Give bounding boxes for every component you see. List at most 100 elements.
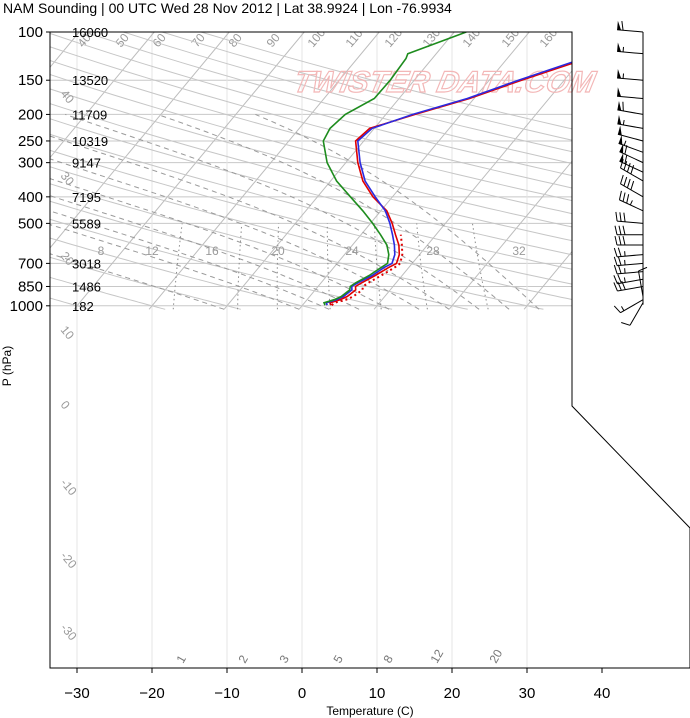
moist-adiabat-label: 20	[600, 445, 619, 464]
barb-feather	[620, 159, 624, 169]
mixing-ratio-line	[326, 223, 331, 310]
dry-adiabat	[50, 183, 544, 310]
barb-feather	[618, 225, 622, 235]
moist-adiabat	[50, 224, 300, 310]
temperature-axis: −30 −20 −10 0 10 20 30 40	[64, 668, 610, 702]
dry-adiabat	[50, 73, 572, 215]
isotherm	[448, 160, 572, 310]
barb-feather	[617, 274, 622, 284]
wind-barb	[613, 256, 644, 267]
barb-flag	[619, 143, 624, 154]
isotherm	[223, 32, 455, 310]
dry-adiabat	[50, 218, 393, 310]
mixing-ratio-label: 12	[427, 647, 446, 666]
moist-adiabat	[255, 113, 540, 310]
barb-shaft	[617, 109, 644, 115]
dry-adiabat	[50, 88, 572, 228]
barb-shaft	[619, 199, 644, 212]
temperature-tick-label: −10	[214, 685, 239, 702]
moist-adiabat-label: 10	[574, 255, 593, 274]
dry-adiabat	[50, 276, 166, 310]
barb-shaft	[617, 29, 644, 33]
height-label: 16060	[72, 25, 108, 40]
barb-feather	[618, 235, 622, 246]
wind-barb	[613, 274, 644, 285]
barb-shaft	[617, 254, 644, 258]
barb-feather	[617, 281, 622, 291]
wind-barb	[617, 42, 644, 55]
barb-feather	[618, 190, 622, 200]
barb-shaft	[617, 50, 644, 55]
mixing-ratio-label: 8	[380, 652, 396, 665]
isotherm-label: 120	[382, 25, 406, 50]
barb-feather	[624, 154, 628, 164]
dry-adiabat	[50, 237, 317, 310]
temperature-tick-label: 20	[444, 685, 461, 702]
dry-adiabat	[50, 32, 572, 177]
dry-adiabat	[123, 32, 572, 153]
dry-adiabat	[50, 256, 241, 310]
wind-barb	[617, 115, 644, 129]
barb-feather	[623, 212, 626, 222]
barb-feather	[620, 174, 624, 184]
height-labels: 16060 13520 11709 10319 9147 7195 5589 3018 1486…	[72, 25, 108, 314]
barb-feather	[613, 264, 618, 275]
barb-shaft	[620, 167, 644, 182]
isotherm-label: 140	[460, 25, 484, 50]
moist-adiabat	[50, 135, 450, 310]
sounding-line	[325, 61, 572, 306]
barb-shaft	[617, 77, 644, 81]
theta-e-label: 16	[205, 244, 219, 258]
wind-barb	[617, 125, 644, 142]
barb-flag	[617, 20, 622, 31]
chart-title: NAM Sounding | 00 UTC Wed 28 Nov 2012 | …	[3, 0, 452, 16]
wind-barb	[619, 153, 644, 173]
barb-feather	[613, 282, 618, 292]
moist-adiabat	[50, 195, 360, 310]
wind-barb	[613, 247, 644, 258]
dry-adiabat	[84, 32, 572, 164]
barb-shaft	[637, 270, 644, 297]
isotherm-label: 130	[420, 25, 444, 50]
moist-adiabat	[50, 210, 330, 310]
height-label: 7195	[72, 190, 101, 205]
height-label: 11709	[72, 107, 107, 122]
sounding-line	[322, 32, 467, 306]
barb-shaft	[619, 151, 644, 164]
wind-barb-column	[613, 20, 648, 326]
dry-adiabat	[50, 103, 572, 242]
barb-shaft	[617, 220, 644, 224]
barb-flag	[617, 101, 622, 111]
pressure-tick-label: 1000	[10, 298, 43, 315]
height-label: 9147	[72, 156, 101, 171]
dry-adiabat	[50, 46, 572, 189]
mixing-ratio-label: 1	[173, 652, 189, 665]
wind-barb	[613, 299, 644, 314]
barb-flag	[617, 68, 622, 79]
pressure-tick-label: 250	[18, 133, 43, 150]
dry-adiabat-label: -30	[58, 621, 80, 644]
pressure-tick-label: 400	[18, 189, 43, 206]
mixing-ratio-line	[276, 223, 280, 310]
isotherm-label: 100	[305, 25, 329, 50]
barb-flag	[617, 115, 622, 125]
barb-half-feather	[621, 306, 625, 311]
temperature-tick-label: 0	[298, 685, 306, 702]
mixing-ratio-line	[472, 223, 489, 310]
background-grid	[50, 31, 572, 668]
barb-flag	[617, 42, 622, 52]
dry-adiabat	[50, 166, 572, 301]
barb-half-feather	[622, 119, 625, 126]
isotherm	[0, 32, 4, 309]
mixing-ratio-label: 5	[330, 652, 346, 665]
barb-feather	[613, 247, 618, 257]
watermark: TWISTER DATA.COM	[290, 66, 599, 100]
barb-half-feather	[629, 200, 633, 206]
barb-shaft	[617, 95, 644, 100]
isotherm	[373, 70, 572, 310]
wind-barb	[618, 190, 644, 212]
pressure-axis: 100 150 200 250 300 400 500 700 850 1000	[10, 24, 50, 315]
barb-shaft	[617, 133, 644, 142]
wind-barb	[617, 20, 644, 33]
